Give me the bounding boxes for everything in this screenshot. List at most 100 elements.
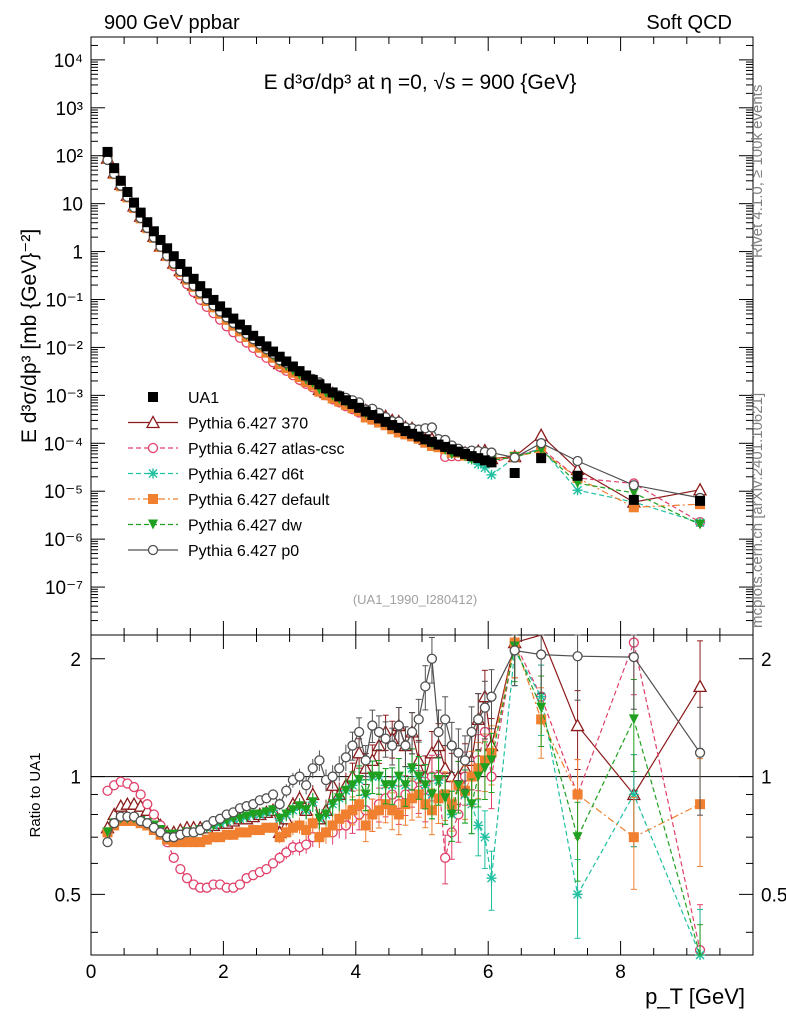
- ratio-point: [347, 805, 358, 816]
- legend-label: UA1: [188, 390, 219, 407]
- ratio-point: [694, 747, 706, 758]
- data-point: [413, 431, 424, 442]
- ratio-point: [393, 809, 404, 820]
- ratio-point: [479, 702, 491, 713]
- data-point: [234, 319, 245, 330]
- legend-marker: [147, 544, 159, 556]
- main-axes: 10⁻⁷ 10⁻⁶ 10⁻⁵ 10⁻⁴ 10⁻³ 10⁻² 10⁻¹ 1 10 10² 10³ 10⁴: [44, 36, 754, 636]
- ratio-point: [254, 809, 265, 820]
- legend-marker: [147, 442, 159, 454]
- y-tick-label: 10: [62, 195, 83, 216]
- legend-marker: [148, 392, 158, 402]
- data-point: [509, 467, 520, 478]
- ratio-point: [294, 771, 305, 782]
- data-point: [201, 288, 212, 299]
- data-point: [321, 383, 332, 394]
- y-tick-label: 10⁻²: [46, 338, 84, 359]
- ratio-point: [287, 805, 298, 816]
- legend-entry: Pythia 6.427 p0: [128, 543, 299, 560]
- ratio-point: [334, 763, 345, 774]
- ratio-point: [228, 829, 239, 840]
- ratio-point: [241, 827, 252, 838]
- ratio-point: [572, 889, 583, 900]
- ratio-point: [420, 780, 431, 791]
- ratio-point: [367, 771, 378, 782]
- ratio-point: [353, 726, 365, 738]
- ratio-point: [387, 780, 398, 791]
- ratio-point: [307, 797, 318, 808]
- ratio-point: [360, 789, 371, 800]
- data-point: [340, 395, 351, 406]
- ratio-point: [248, 809, 259, 820]
- data-point: [473, 459, 484, 470]
- ratio-series-line: [107, 644, 701, 956]
- data-point: [274, 351, 285, 362]
- ratio-point: [446, 809, 457, 820]
- ratio-point: [536, 702, 547, 713]
- ratio-series-pythia-6-427-default: [102, 634, 706, 890]
- ratio-point: [274, 799, 285, 810]
- ratio-point: [509, 645, 520, 656]
- ratio-point: [267, 858, 279, 869]
- series-ua1: [102, 146, 706, 506]
- ratio-point: [373, 805, 384, 816]
- legend-label: Pythia 6.427 d6t: [188, 467, 304, 484]
- ratio-point: [261, 807, 272, 818]
- ratio-point: [181, 837, 192, 848]
- data-point: [479, 455, 490, 466]
- ratio-point: [354, 799, 365, 810]
- ratio-point: [334, 793, 345, 804]
- ratio-point: [234, 879, 246, 890]
- ratio-point: [460, 789, 471, 800]
- header-right-label: Soft QCD: [646, 12, 732, 34]
- ratio-point: [373, 726, 385, 738]
- data-point: [486, 469, 497, 480]
- legend-entry: Pythia 6.427 dw: [128, 518, 302, 535]
- data-point: [473, 453, 484, 464]
- ratio-point: [380, 780, 391, 791]
- ratio-point: [248, 825, 259, 836]
- ratio-point: [268, 822, 279, 833]
- ratio-point: [473, 771, 484, 782]
- ratio-point: [380, 733, 391, 744]
- ratio-point: [201, 834, 212, 845]
- ratio-point: [479, 763, 490, 774]
- ratio-point: [109, 818, 120, 829]
- data-point: [208, 294, 219, 305]
- ratio-point: [486, 755, 497, 766]
- ratio-point: [274, 852, 285, 863]
- ratio-point: [135, 789, 146, 800]
- ratio-point: [300, 839, 312, 850]
- ratio-panel: 0 2 4 6 8 0.5 0.5 1 1 2 2: [55, 634, 786, 983]
- main-data-series: [100, 146, 708, 530]
- legend-label: Pythia 6.427 p0: [188, 543, 299, 560]
- ratio-point: [274, 813, 285, 824]
- data-point: [380, 416, 391, 427]
- data-point: [453, 446, 464, 457]
- ratio-point: [570, 718, 585, 732]
- ratio-point: [281, 847, 292, 858]
- ratio-series-pythia-6-427-atlas-csc: [102, 634, 706, 956]
- y-tick-label: 1: [72, 243, 83, 264]
- legend-marker: [145, 415, 161, 429]
- data-point: [433, 439, 444, 450]
- ratio-point: [102, 785, 113, 796]
- ratio-point: [241, 811, 252, 822]
- data-point: [215, 301, 226, 312]
- data-point: [254, 336, 265, 347]
- ratio-point: [536, 649, 547, 660]
- data-point: [142, 217, 153, 228]
- ratio-point: [572, 789, 583, 800]
- x-tick-label: 4: [351, 962, 362, 983]
- ratio-point: [314, 832, 325, 843]
- data-point: [281, 356, 292, 367]
- ratio-point: [327, 799, 338, 810]
- ratio-point: [181, 873, 193, 884]
- legend-label: Pythia 6.427 atlas-csc: [188, 441, 345, 458]
- y-tick-label: 10²: [56, 147, 83, 168]
- data-point: [572, 470, 583, 481]
- ratio-tick-label-right: 2: [761, 650, 772, 671]
- ratio-point: [334, 813, 345, 824]
- ratio-point: [347, 740, 358, 751]
- data-point: [181, 266, 192, 277]
